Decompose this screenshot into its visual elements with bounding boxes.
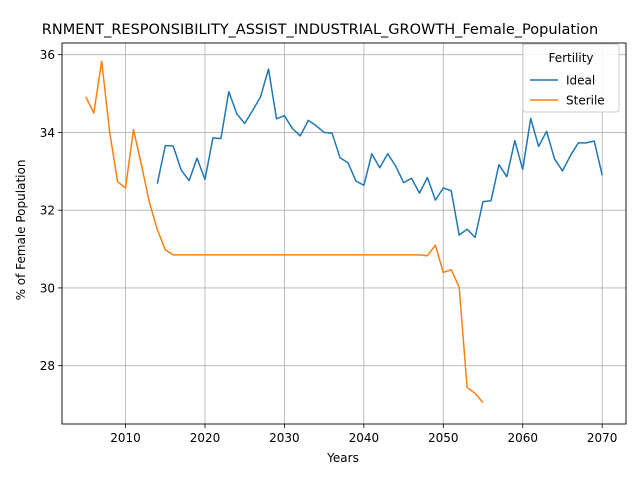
x-tick-label: 2070 xyxy=(587,431,618,445)
x-tick-label: 2030 xyxy=(269,431,300,445)
y-tick-label: 30 xyxy=(40,281,55,295)
y-tick-label: 32 xyxy=(40,204,55,218)
legend-box xyxy=(522,43,620,113)
legend-label-ideal: Ideal xyxy=(566,74,595,88)
legend-title: Fertility xyxy=(548,51,593,65)
series-line-ideal xyxy=(156,68,603,239)
x-tick-label: 2060 xyxy=(507,431,538,445)
x-tick-label: 2050 xyxy=(428,431,459,445)
x-axis-label: Years xyxy=(326,451,359,465)
x-tick-label: 2020 xyxy=(190,431,221,445)
y-tick-label: 28 xyxy=(40,359,55,373)
legend: Fertility Ideal Sterile xyxy=(522,43,620,113)
plot-area-frame xyxy=(61,42,627,425)
legend-items: Ideal Sterile xyxy=(530,74,605,108)
x-tick-label: 2040 xyxy=(349,431,380,445)
y-tick-label: 36 xyxy=(40,48,55,62)
series-line-sterile xyxy=(85,60,484,404)
x-tick-label: 2010 xyxy=(110,431,141,445)
chart-title: RNMENT_RESPONSIBILITY_ASSIST_INDUSTRIAL_… xyxy=(42,22,598,38)
series-lines xyxy=(85,60,603,404)
x-axis-ticks: 2010 2020 2030 2040 2050 2060 2070 xyxy=(110,424,617,445)
y-axis-ticks: 28 30 32 34 36 xyxy=(40,48,62,373)
y-tick-label: 34 xyxy=(40,126,55,140)
legend-label-sterile: Sterile xyxy=(566,94,605,108)
y-axis-label: % of Female Population xyxy=(14,160,28,301)
